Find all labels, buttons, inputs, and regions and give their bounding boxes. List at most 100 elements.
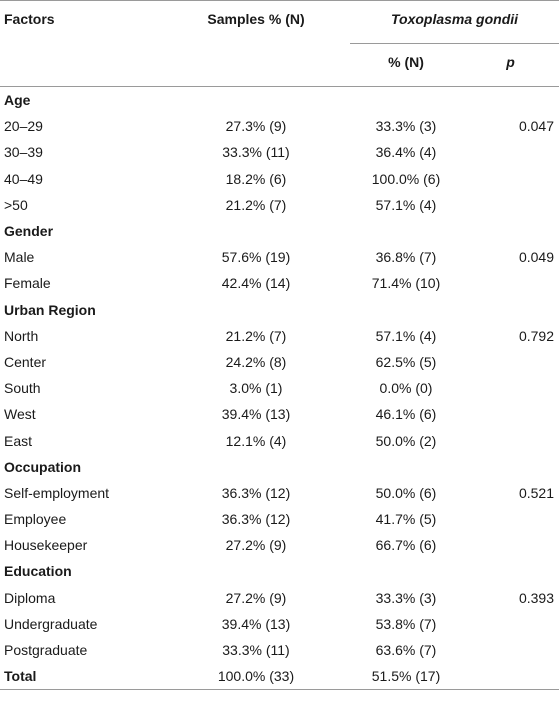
- toxoplasma-cell: 50.0% (6): [375, 484, 437, 501]
- samples-cell: 12.1% (4): [225, 432, 287, 449]
- toxoplasma-cell: 66.7% (6): [375, 537, 437, 554]
- p-value-cell: [462, 270, 559, 296]
- row-label: 30–39: [4, 144, 43, 161]
- p-header: p: [506, 54, 515, 70]
- toxoplasma-cell: 100.0% (6): [371, 170, 441, 187]
- subheader-row: % (N) p: [0, 44, 559, 87]
- table-row: East 12.1% (4) 50.0% (2): [0, 427, 559, 453]
- table-body: Age 20–29 27.3% (9) 33.3% (3) 0.047 30–39 33.3…: [0, 87, 559, 691]
- samples-cell: 3.0% (1): [229, 380, 283, 397]
- row-label: Housekeeper: [4, 537, 88, 554]
- group-row: Occupation: [0, 454, 559, 480]
- group-row: Gender: [0, 218, 559, 244]
- table-row: Housekeeper 27.2% (9) 66.7% (6): [0, 532, 559, 558]
- group-row: Education: [0, 558, 559, 584]
- table-row: Self-employment 36.3% (12) 50.0% (6) 0.521: [0, 480, 559, 506]
- total-samples-cell: 100.0% (33): [162, 663, 350, 691]
- pct-header: % (N): [388, 54, 424, 70]
- factors-header: Factors: [0, 0, 162, 44]
- row-label: South: [4, 380, 41, 397]
- row-label: East: [4, 432, 33, 449]
- p-value-cell: [462, 375, 559, 401]
- row-label: Center: [4, 353, 47, 370]
- toxoplasma-cell: 33.3% (3): [375, 589, 437, 606]
- samples-cell: 39.4% (13): [221, 615, 291, 632]
- samples-cell: 36.3% (12): [221, 511, 291, 528]
- samples-cell: 21.2% (7): [225, 196, 287, 213]
- toxoplasma-cell: 57.1% (4): [375, 196, 437, 213]
- row-label: Employee: [4, 511, 67, 528]
- samples-cell: 33.3% (11): [222, 642, 290, 659]
- row-label: Male: [4, 249, 35, 266]
- toxoplasma-cell: 36.4% (4): [375, 144, 437, 161]
- table-row: Male 57.6% (19) 36.8% (7) 0.049: [0, 244, 559, 270]
- row-label: West: [4, 406, 36, 423]
- p-value-cell: [462, 611, 559, 637]
- table-row: 30–39 33.3% (11) 36.4% (4): [0, 139, 559, 165]
- p-value-cell: [462, 349, 559, 375]
- table-row: Center 24.2% (8) 62.5% (5): [0, 349, 559, 375]
- p-value-cell: 0.393: [518, 589, 555, 606]
- toxoplasma-cell: 71.4% (10): [371, 275, 441, 292]
- samples-cell: 33.3% (11): [222, 144, 290, 161]
- table-row: Employee 36.3% (12) 41.7% (5): [0, 506, 559, 532]
- total-label: Total: [0, 663, 162, 691]
- samples-cell: 24.2% (8): [225, 353, 287, 370]
- group-row: Age: [0, 87, 559, 114]
- row-label: Undergraduate: [4, 615, 98, 632]
- table-row: Female 42.4% (14) 71.4% (10): [0, 270, 559, 296]
- samples-cell: 21.2% (7): [225, 327, 287, 344]
- total-row: Total 100.0% (33) 51.5% (17): [0, 663, 559, 691]
- group-label: Gender: [4, 223, 54, 240]
- row-label: Postgraduate: [4, 642, 88, 659]
- toxoplasma-cell: 53.8% (7): [375, 615, 437, 632]
- group-label: Urban Region: [4, 301, 96, 318]
- header-row: Factors Samples % (N) Toxoplasma gondii: [0, 0, 559, 44]
- p-value-cell: [462, 637, 559, 663]
- factors-table: Factors Samples % (N) Toxoplasma gondii …: [0, 0, 559, 691]
- group-label: Occupation: [4, 458, 82, 475]
- toxoplasma-cell: 57.1% (4): [375, 327, 437, 344]
- toxoplasma-cell: 0.0% (0): [379, 380, 433, 397]
- table-row: North 21.2% (7) 57.1% (4) 0.792: [0, 323, 559, 349]
- group-label: Age: [4, 92, 31, 109]
- row-label: Diploma: [4, 589, 56, 606]
- samples-cell: 57.6% (19): [221, 249, 291, 266]
- samples-header: Samples % (N): [162, 0, 350, 44]
- table-row: South 3.0% (1) 0.0% (0): [0, 375, 559, 401]
- table-row: Undergraduate 39.4% (13) 53.8% (7): [0, 611, 559, 637]
- toxoplasma-cell: 62.5% (5): [375, 353, 437, 370]
- p-value-cell: [462, 401, 559, 427]
- samples-cell: 18.2% (6): [225, 170, 287, 187]
- p-value-cell: 0.792: [518, 327, 555, 344]
- row-label: North: [4, 327, 39, 344]
- samples-cell: 39.4% (13): [221, 406, 291, 423]
- p-value-cell: [462, 427, 559, 453]
- samples-cell: 36.3% (12): [221, 484, 291, 501]
- table-row: West 39.4% (13) 46.1% (6): [0, 401, 559, 427]
- organism-header: Toxoplasma gondii: [350, 0, 559, 44]
- table-row: Postgraduate 33.3% (11) 63.6% (7): [0, 637, 559, 663]
- p-value-cell: 0.521: [518, 484, 555, 501]
- toxoplasma-cell: 41.7% (5): [375, 511, 437, 528]
- toxoplasma-cell: 36.8% (7): [375, 249, 437, 266]
- samples-cell: 27.3% (9): [225, 118, 287, 135]
- p-value-cell: [462, 192, 559, 218]
- group-label: Education: [4, 563, 72, 580]
- p-value-cell: [462, 506, 559, 532]
- toxoplasma-cell: 50.0% (2): [375, 432, 437, 449]
- p-value-cell: 0.049: [518, 249, 555, 266]
- row-label: Self-employment: [4, 484, 110, 501]
- table-row: >50 21.2% (7) 57.1% (4): [0, 192, 559, 218]
- group-row: Urban Region: [0, 297, 559, 323]
- p-value-cell: [462, 139, 559, 165]
- p-value-cell: [462, 166, 559, 192]
- total-p-cell: [462, 663, 559, 691]
- p-value-cell: [462, 532, 559, 558]
- row-label: 20–29: [4, 118, 43, 135]
- toxoplasma-cell: 46.1% (6): [375, 406, 437, 423]
- total-toxoplasma-cell: 51.5% (17): [350, 663, 462, 691]
- row-label: Female: [4, 275, 51, 292]
- samples-cell: 42.4% (14): [221, 275, 291, 292]
- p-value-cell: 0.047: [518, 118, 555, 135]
